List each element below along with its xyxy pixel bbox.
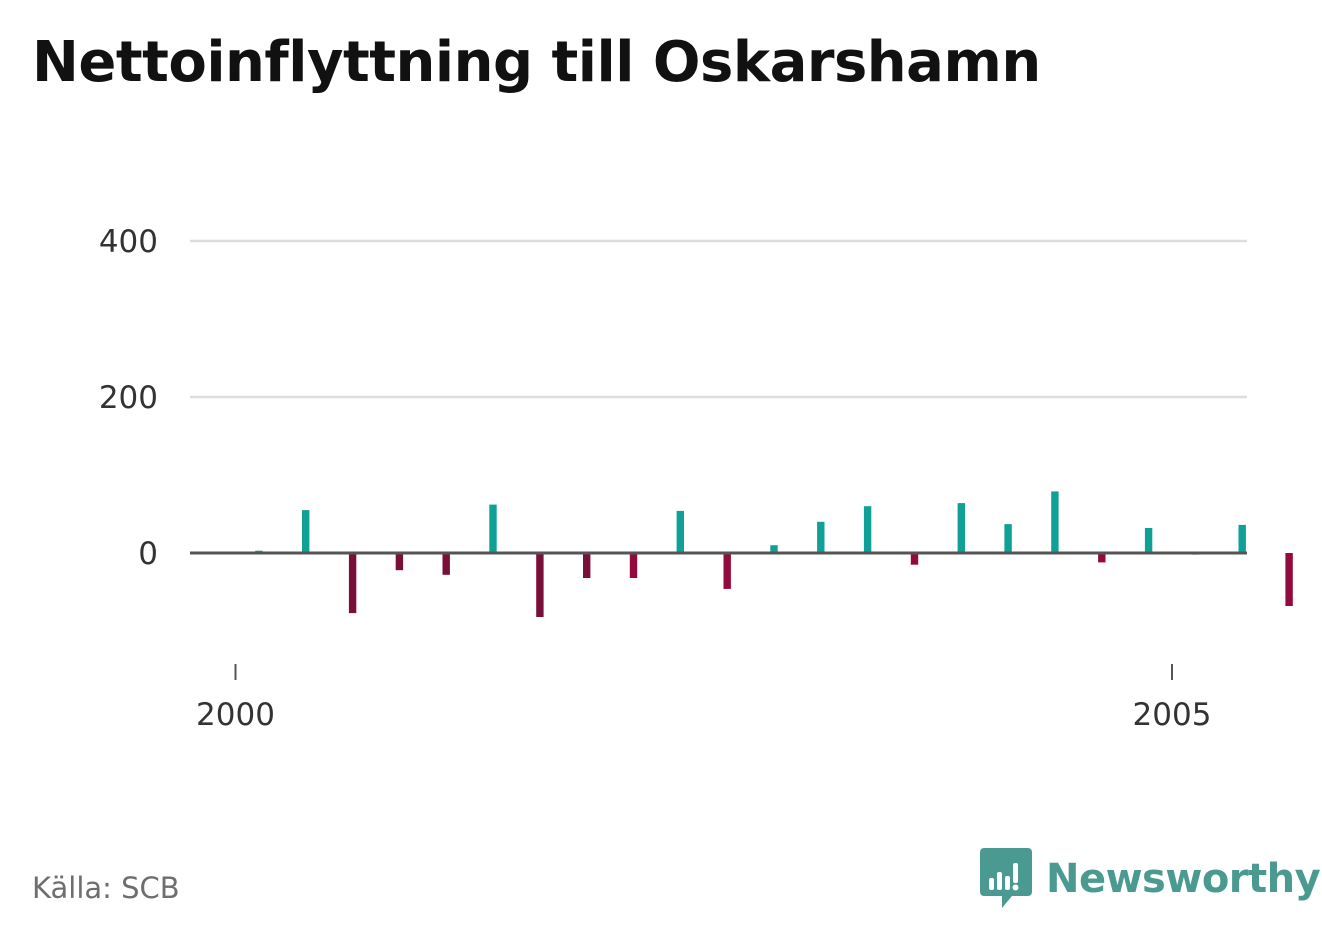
bar — [302, 510, 310, 553]
bar — [536, 553, 544, 617]
chart-title: Nettoinflyttning till Oskarshamn — [32, 30, 1041, 95]
bar — [395, 553, 404, 571]
bar — [1098, 553, 1106, 563]
bar — [957, 503, 965, 553]
bar — [583, 553, 591, 578]
bars — [255, 491, 1293, 617]
bar — [770, 545, 778, 553]
bar — [676, 510, 684, 553]
x-tick-label: 2005 — [1133, 697, 1212, 733]
gridlines — [190, 239, 1247, 399]
bar — [1051, 491, 1059, 553]
bar — [1238, 524, 1246, 553]
bar — [348, 553, 357, 614]
bar — [1004, 524, 1012, 553]
axes: 0200400200020052010201520202025 — [99, 224, 1247, 733]
bar — [1285, 553, 1293, 606]
bar — [1144, 528, 1153, 553]
y-tick-label: 0 — [138, 536, 158, 572]
bar — [629, 553, 638, 578]
bar — [863, 506, 872, 553]
brand-logo: Newsworthy — [980, 848, 1321, 910]
bar — [723, 553, 731, 589]
bar — [442, 553, 450, 575]
brand-name: Newsworthy — [1046, 856, 1321, 902]
x-tick-label: 2000 — [196, 697, 275, 733]
y-tick-label: 400 — [99, 224, 158, 260]
bar — [910, 553, 919, 565]
bar — [489, 504, 497, 553]
source-note: Källa: SCB — [32, 871, 180, 905]
newsworthy-logo-icon — [980, 848, 1032, 908]
y-tick-label: 200 — [99, 380, 158, 416]
bar — [817, 521, 825, 553]
